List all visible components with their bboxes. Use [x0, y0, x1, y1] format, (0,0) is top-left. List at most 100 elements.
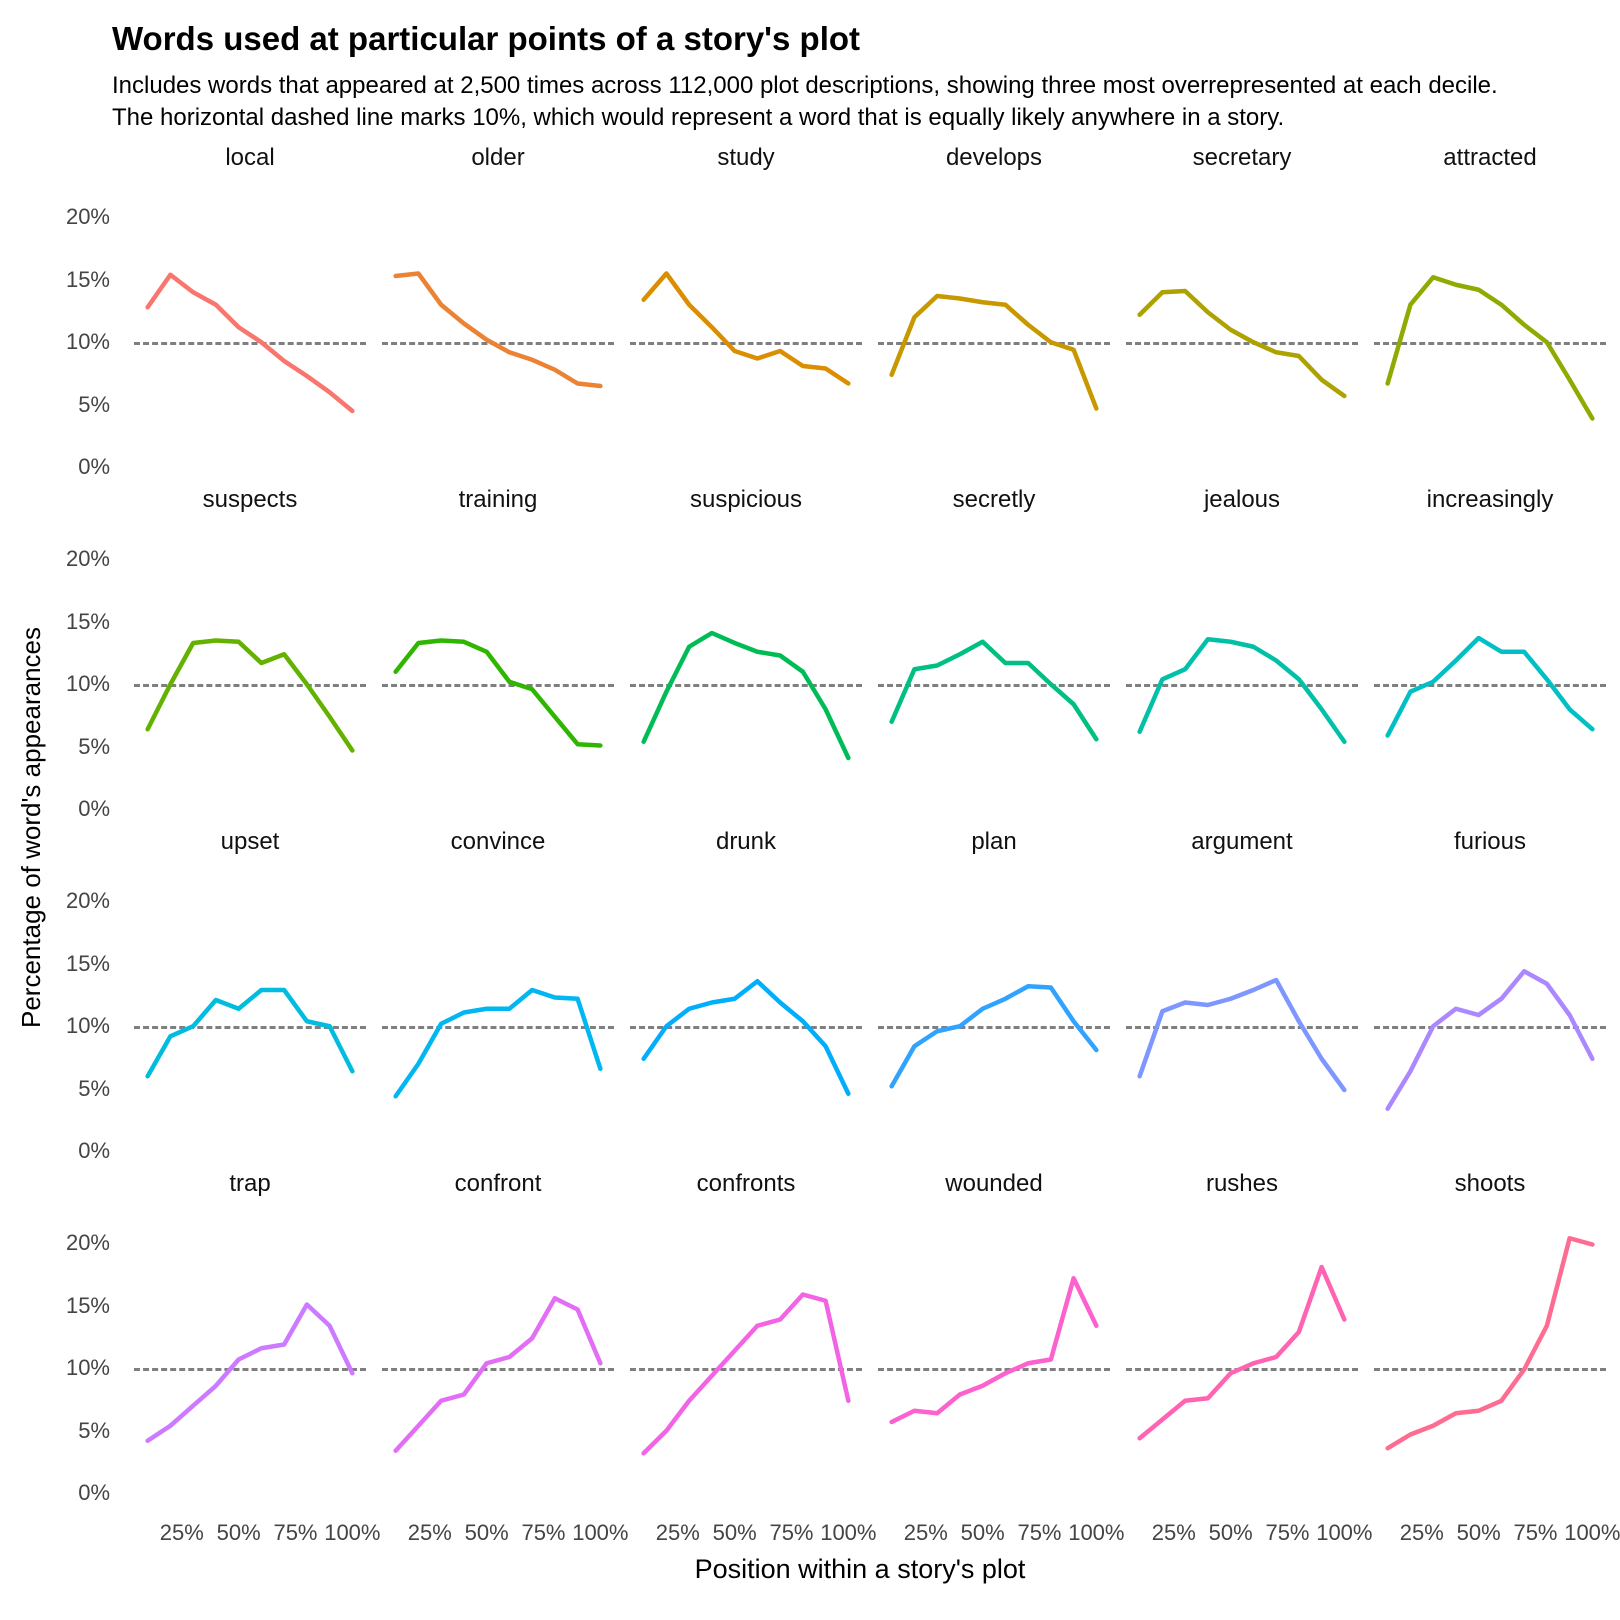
facet-panel: [1126, 870, 1358, 1170]
word-frequency-line: [396, 1298, 601, 1450]
facet-title: training: [458, 485, 538, 513]
reference-line-10pct: [878, 342, 1110, 346]
facet-increasingly: increasingly: [1374, 486, 1606, 828]
x-tick-label: 50%: [216, 1519, 261, 1545]
word-frequency-line: [1388, 638, 1593, 736]
x-axis-tick-labels: 25% 50% 75% 100%: [1126, 1512, 1373, 1548]
facet-title: drunk: [715, 827, 777, 855]
word-frequency-line: [148, 990, 353, 1076]
word-frequency-line: [892, 296, 1097, 409]
x-tick-label: 100%: [1068, 1519, 1125, 1545]
facet-title: convince: [450, 827, 546, 855]
reference-line-10pct: [630, 1026, 862, 1030]
reference-line-10pct: [878, 1026, 1110, 1030]
facet-argument: argument: [1126, 828, 1358, 1170]
facet-figure: Percentage of word's appearances 20% 15% 1…: [16, 143, 1620, 1585]
facet-jealous: jealous: [1126, 486, 1358, 828]
facet-title: attracted: [1443, 143, 1537, 171]
word-frequency-line: [1140, 291, 1345, 396]
facet-upset: upset: [134, 828, 366, 1170]
line-series-svg: [134, 870, 366, 1170]
facet-local: local: [134, 144, 366, 486]
facet-title: trap: [229, 1169, 271, 1197]
line-series-svg: [382, 870, 614, 1170]
reference-line-10pct: [1374, 1368, 1606, 1372]
y-axis-tick-column: 20% 15% 10% 5% 0%: [54, 1170, 118, 1512]
facet-suspects: suspects: [134, 486, 366, 828]
y-tick-label: 5%: [78, 733, 110, 759]
reference-line-10pct: [382, 1026, 614, 1030]
line-series-svg: [630, 528, 862, 828]
x-tick-label: 75%: [1017, 1519, 1062, 1545]
facet-drunk: drunk: [630, 828, 862, 1170]
facet-title: suspicious: [689, 485, 803, 513]
reference-line-10pct: [134, 1368, 366, 1372]
facet-title: develops: [945, 143, 1043, 171]
word-frequency-line: [1388, 971, 1593, 1108]
facet-panel: [1126, 528, 1358, 828]
line-series-svg: [1374, 186, 1606, 486]
x-tick-label: 25%: [407, 1519, 452, 1545]
x-axis-title: Position within a story's plot: [694, 1553, 1026, 1584]
y-axis-tick-inner: 20% 15% 10% 5% 0%: [54, 870, 118, 1170]
facet-panel: [630, 528, 862, 828]
reference-line-10pct: [382, 1368, 614, 1372]
facet-title: older: [471, 143, 525, 171]
y-tick-label: 0%: [78, 454, 110, 480]
word-frequency-line: [148, 275, 353, 411]
y-tick-label: 15%: [65, 608, 110, 634]
line-series-svg: [630, 870, 862, 1170]
x-tick-label: 25%: [655, 1519, 700, 1545]
word-frequency-line: [644, 981, 849, 1094]
facet-title: local: [225, 143, 275, 171]
facet-title: confront: [454, 1169, 542, 1197]
word-frequency-line: [892, 1278, 1097, 1422]
facet-panel: [1126, 1212, 1358, 1512]
facet-title: study: [717, 143, 775, 171]
word-frequency-line: [148, 640, 353, 750]
reference-line-10pct: [134, 342, 366, 346]
y-tick-label: 10%: [65, 1013, 110, 1039]
y-tick-label: 0%: [78, 1480, 110, 1506]
word-frequency-line: [892, 986, 1097, 1086]
y-axis-tick-inner: 20% 15% 10% 5% 0%: [54, 186, 118, 486]
x-tick-label: 100%: [572, 1519, 629, 1545]
facet-title: jealous: [1203, 485, 1281, 513]
y-tick-label: 10%: [65, 1355, 110, 1381]
x-tick-label: 100%: [1564, 1519, 1620, 1545]
facet-trap: trap: [134, 1170, 366, 1512]
facet-suspicious: suspicious: [630, 486, 862, 828]
facet-grid: 20% 15% 10% 5% 0% local older study develops secr…: [54, 143, 1620, 1548]
facet-title: increasingly: [1426, 485, 1554, 513]
y-tick-label: 20%: [65, 888, 110, 914]
y-tick-label: 5%: [78, 391, 110, 417]
reference-line-10pct: [630, 342, 862, 346]
x-tick-label: 75%: [1513, 1519, 1558, 1545]
y-tick-label: 0%: [78, 796, 110, 822]
word-frequency-line: [1140, 1267, 1345, 1438]
facet-panel: [630, 186, 862, 486]
y-axis-tick-column: 20% 15% 10% 5% 0%: [54, 486, 118, 828]
line-series-svg: [878, 528, 1110, 828]
facet-study: study: [630, 144, 862, 486]
facet-panel: [630, 1212, 862, 1512]
x-tick-label: 75%: [273, 1519, 318, 1545]
facet-title: upset: [220, 827, 280, 855]
y-tick-label: 5%: [78, 1417, 110, 1443]
x-tick-label: 25%: [903, 1519, 948, 1545]
x-axis-tick-labels: 25% 50% 75% 100%: [878, 1512, 1125, 1548]
facet-secretly: secretly: [878, 486, 1110, 828]
y-axis-title: Percentage of word's appearances: [15, 627, 46, 1029]
facet-panel: [1374, 186, 1606, 486]
y-tick-label: 20%: [65, 1230, 110, 1256]
chart-title: Words used at particular points of a sto…: [112, 20, 861, 57]
x-tick-label: 50%: [464, 1519, 509, 1545]
facet-panel: [382, 528, 614, 828]
x-axis-tick-labels: 25% 50% 75% 100%: [1374, 1512, 1620, 1548]
facet-secretary: secretary: [1126, 144, 1358, 486]
facet-attracted: attracted: [1374, 144, 1606, 486]
line-series-svg: [878, 1212, 1110, 1512]
reference-line-10pct: [630, 684, 862, 688]
facet-panel: [878, 870, 1110, 1170]
facet-wounded: wounded: [878, 1170, 1110, 1512]
